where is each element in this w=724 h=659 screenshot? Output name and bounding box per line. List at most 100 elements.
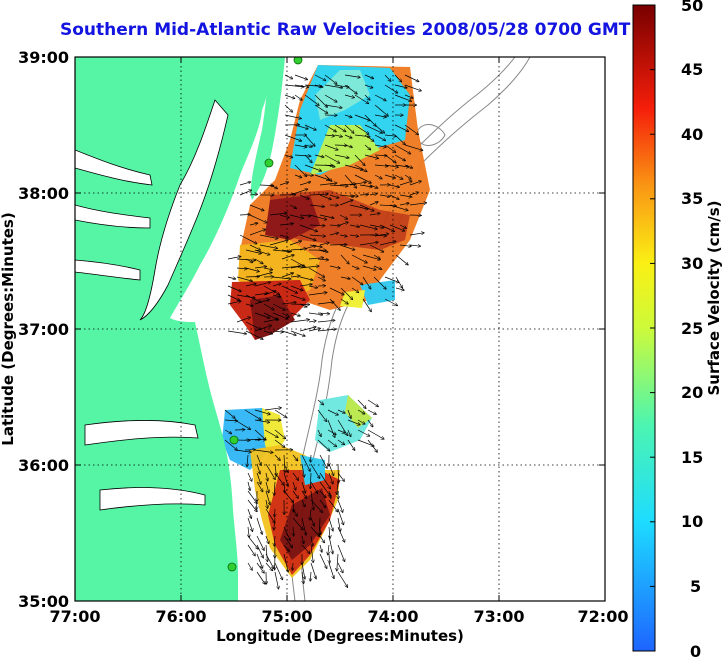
velocity-arrow	[324, 94, 337, 102]
velocity-arrow	[239, 234, 257, 244]
velocity-arrow	[314, 74, 326, 81]
velocity-arrow	[340, 277, 350, 279]
velocity-arrow	[317, 313, 329, 314]
y-tick-label: 38:00	[18, 184, 69, 203]
velocity-arrow	[344, 94, 354, 98]
velocity-arrow	[319, 481, 330, 496]
velocity-arrow	[294, 84, 308, 87]
velocity-arrow	[236, 268, 247, 269]
velocity-arrow	[274, 409, 286, 417]
velocity-arrow	[379, 234, 388, 235]
velocity-arrow	[281, 266, 300, 269]
velocity-arrow	[264, 429, 278, 437]
velocity-arrow	[310, 481, 318, 493]
velocity-arrow	[349, 195, 358, 196]
velocity-arrow	[334, 84, 349, 87]
velocity-arrow	[244, 409, 261, 420]
colorbar-tick-label: 30	[681, 254, 703, 273]
velocity-arrow	[301, 454, 310, 471]
velocity-arrow	[369, 235, 386, 236]
velocity-arrow	[399, 203, 409, 205]
velocity-arrow	[301, 499, 305, 507]
velocity-arrow	[311, 454, 312, 462]
velocity-arrow	[329, 298, 340, 310]
velocity-arrow	[317, 409, 327, 421]
velocity-arrow	[364, 94, 370, 100]
velocity-arrow	[294, 174, 302, 178]
velocity-arrow	[274, 472, 284, 485]
velocity-arrow	[293, 526, 294, 536]
velocity-arrow	[349, 235, 358, 236]
velocity-arrow	[395, 287, 404, 290]
velocity-arrow	[319, 499, 326, 508]
velocity-arrow	[283, 490, 293, 502]
velocity-arrow	[256, 535, 264, 550]
velocity-arrow	[337, 526, 345, 542]
velocity-arrow	[308, 267, 325, 277]
velocity-arrow	[301, 490, 307, 498]
velocity-arrow	[266, 472, 268, 481]
velocity-arrow	[320, 526, 321, 535]
velocity-arrow	[347, 419, 360, 425]
velocity-field-north	[230, 65, 430, 340]
velocity-arrow	[395, 254, 408, 265]
velocity-arrow	[308, 293, 327, 296]
velocity-arrow	[374, 174, 382, 179]
velocity-arrow	[236, 276, 252, 281]
velocity-vectors	[224, 74, 426, 589]
bays-rivers	[75, 99, 229, 511]
velocity-arrow	[259, 234, 278, 239]
velocity-arrow	[310, 499, 322, 512]
plot-area	[75, 57, 605, 601]
velocity-arrow	[362, 276, 371, 289]
velocity-arrow	[384, 164, 398, 167]
velocity-arrow	[364, 154, 378, 158]
velocity-arrow	[302, 535, 304, 543]
velocity-arrow	[344, 114, 352, 117]
velocity-arrow	[364, 114, 376, 126]
station-marker	[264, 158, 274, 168]
velocity-arrow	[317, 276, 325, 281]
velocity-arrow	[254, 258, 263, 264]
velocity-arrow	[319, 472, 330, 489]
velocity-arrow	[384, 144, 396, 152]
velocity-arrow	[256, 544, 263, 558]
velocity-arrow	[247, 472, 252, 481]
velocity-arrow	[290, 294, 305, 300]
velocity-field-south-east	[315, 395, 372, 452]
velocity-arrow	[367, 429, 384, 439]
velocity-arrow	[359, 184, 372, 187]
velocity-arrow	[290, 285, 303, 290]
velocity-arrow	[247, 454, 248, 466]
velocity-arrow	[281, 255, 294, 260]
velocity-arrow	[254, 293, 268, 296]
velocity-arrow	[394, 154, 405, 161]
velocity-arrow	[394, 84, 407, 88]
velocity-arrow	[384, 174, 395, 178]
velocity-arrow	[309, 235, 325, 236]
velocity-arrow	[328, 463, 334, 476]
velocity-arrow	[329, 245, 347, 246]
velocity-arrow	[266, 499, 268, 508]
velocity-arrow	[357, 409, 365, 414]
velocity-arrow	[359, 204, 374, 211]
velocity-arrow	[369, 184, 378, 188]
velocity-arrow	[389, 194, 399, 199]
velocity-arrow	[351, 276, 363, 285]
velocity-arrow	[294, 144, 307, 147]
velocity-arrow	[317, 329, 336, 332]
velocity-arrow	[256, 454, 261, 465]
velocity-arrow	[337, 553, 338, 571]
velocity-arrow	[324, 144, 338, 150]
velocity-arrow	[256, 472, 261, 484]
velocity-arrow	[384, 154, 396, 163]
velocity-arrow	[263, 319, 278, 323]
velocity-arrow	[340, 287, 353, 299]
velocity-arrow	[302, 571, 304, 583]
velocity-arrow	[329, 185, 348, 186]
velocity-arrow	[319, 243, 329, 246]
velocity-arrow	[317, 302, 334, 305]
velocity-arrow	[367, 439, 377, 452]
colorbar: 50 45 40 35 30 25 20 15 10 5 0 Surface V…	[632, 0, 723, 659]
